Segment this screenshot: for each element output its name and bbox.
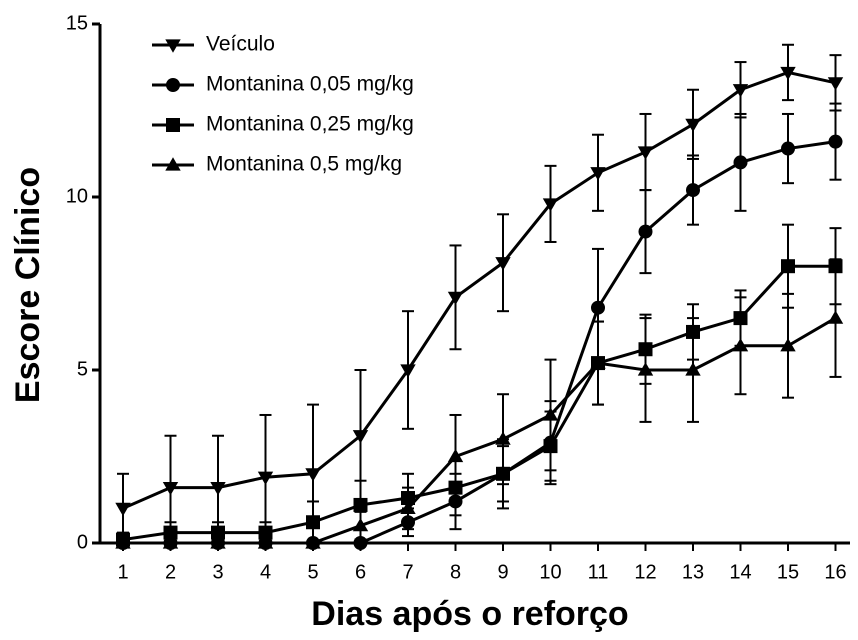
x-tick-label: 3	[212, 561, 223, 583]
marker	[590, 355, 606, 369]
x-tick-label: 11	[588, 561, 609, 583]
marker	[115, 502, 131, 517]
marker	[400, 364, 416, 378]
marker	[211, 525, 225, 540]
marker	[306, 515, 320, 530]
marker	[828, 134, 843, 149]
x-tick-label: 2	[165, 561, 176, 583]
series-line	[122, 70, 836, 510]
legend-label: Montanina 0,05 mg/kg	[206, 73, 414, 96]
marker	[352, 430, 369, 444]
x-tick-label: 15	[777, 561, 799, 583]
marker	[166, 78, 180, 92]
marker	[781, 259, 795, 274]
marker	[165, 39, 181, 53]
marker	[733, 155, 748, 170]
marker	[732, 338, 749, 352]
x-tick-label: 13	[682, 561, 704, 583]
series-line	[122, 264, 836, 542]
marker	[210, 482, 226, 496]
marker	[115, 535, 131, 549]
marker	[400, 500, 416, 514]
y-tick-label: 5	[77, 358, 88, 380]
marker	[447, 448, 464, 463]
x-tick-label: 5	[307, 561, 318, 583]
marker	[162, 482, 179, 496]
y-tick-label: 15	[66, 12, 88, 34]
marker	[163, 525, 178, 540]
marker	[257, 535, 274, 549]
marker	[257, 471, 274, 485]
x-axis-title: Dias após o reforço	[311, 595, 628, 633]
marker	[637, 146, 654, 160]
marker	[827, 77, 844, 91]
series-line	[123, 140, 836, 545]
marker	[638, 224, 653, 239]
marker	[780, 66, 796, 81]
marker	[165, 157, 181, 171]
marker	[781, 141, 795, 156]
series-line	[123, 316, 837, 545]
marker	[210, 535, 226, 549]
marker	[305, 535, 321, 549]
x-tick-label: 10	[539, 561, 561, 583]
marker	[447, 291, 464, 306]
x-tick-label: 8	[450, 561, 461, 583]
marker	[685, 118, 701, 133]
y-tick-label: 0	[77, 531, 88, 553]
marker	[542, 407, 559, 421]
marker	[827, 310, 844, 324]
x-tick-label: 14	[729, 561, 751, 583]
x-tick-label: 12	[634, 561, 656, 583]
marker	[685, 362, 701, 376]
x-tick-label: 6	[355, 561, 366, 583]
marker	[353, 497, 368, 512]
legend-label: Montanina 0,5 mg/kg	[206, 153, 402, 176]
marker	[542, 198, 559, 212]
marker	[591, 300, 605, 315]
marker	[495, 257, 511, 271]
x-tick-label: 9	[497, 561, 508, 583]
marker	[780, 338, 796, 352]
marker	[258, 525, 273, 540]
x-tick-label: 4	[260, 561, 271, 583]
x-tick-label: 16	[824, 561, 846, 583]
marker	[686, 183, 700, 198]
legend-label: Veículo	[206, 33, 275, 56]
y-tick-label: 10	[66, 185, 88, 207]
marker	[495, 431, 511, 445]
marker	[352, 518, 369, 532]
x-tick-label: 1	[117, 561, 128, 583]
marker	[305, 468, 321, 482]
legend-label: Montanina 0,25 mg/kg	[206, 113, 414, 136]
marker	[162, 535, 179, 549]
y-axis-title: Escore Clínico	[9, 167, 47, 403]
marker	[590, 167, 606, 181]
marker	[637, 362, 654, 376]
marker	[166, 118, 180, 132]
marker	[732, 84, 749, 98]
x-tick-label: 7	[402, 561, 413, 583]
